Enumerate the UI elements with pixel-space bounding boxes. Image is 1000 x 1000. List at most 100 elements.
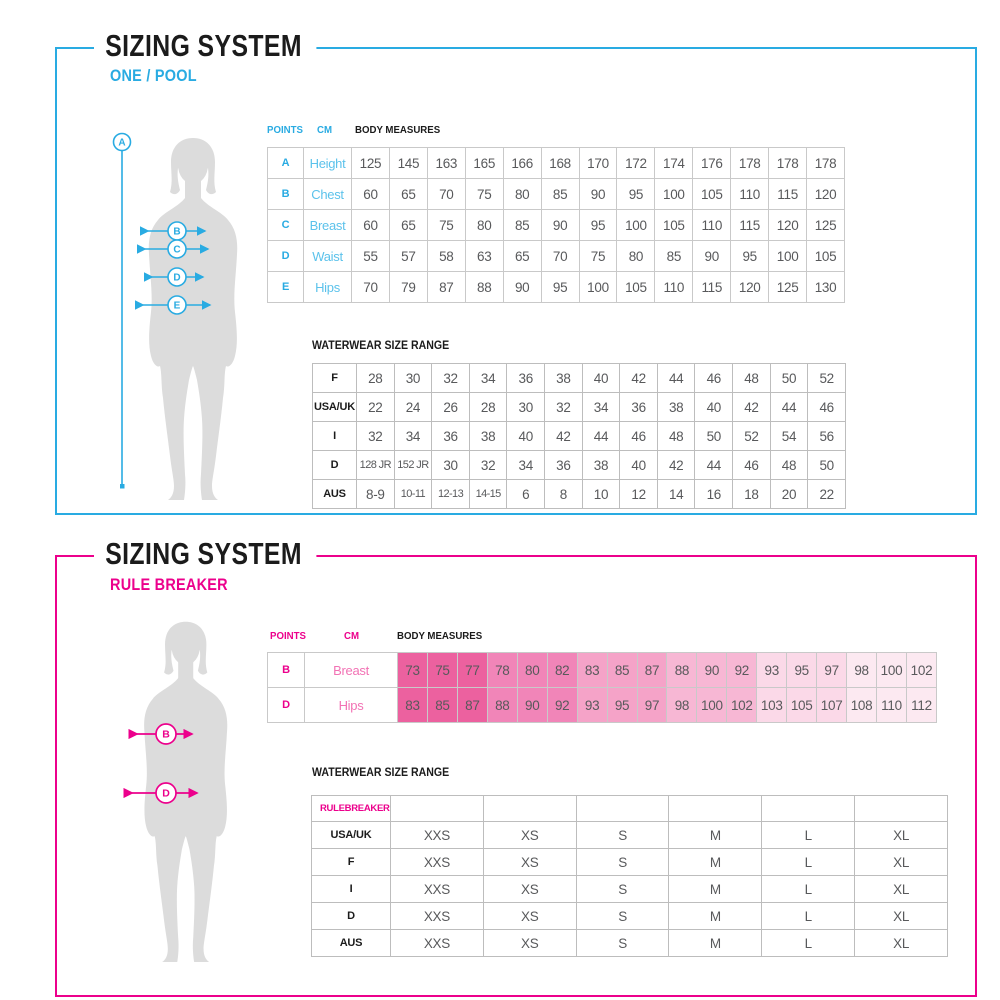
value-cell: 32	[544, 392, 583, 422]
value-cell: 34	[581, 392, 621, 422]
value-cell: XL	[854, 848, 948, 876]
empty-header-cell	[854, 795, 948, 822]
value-cell: S	[575, 875, 670, 903]
section-subtitle-rule-breaker: RULE BREAKER	[110, 575, 228, 594]
value-cell: 70	[351, 271, 390, 303]
value-cell: 10-11	[393, 479, 433, 509]
value-cell: 178	[768, 147, 808, 179]
table-row: D Waist 55 57 58 63 65 70 75 80 85 90 95 100 105	[267, 240, 845, 272]
value-cell: 88	[666, 652, 698, 688]
value-cell: 178	[730, 147, 770, 179]
value-cell: 40	[694, 392, 734, 422]
measure-label-cell: Chest	[303, 178, 352, 210]
value-cell: 40	[581, 363, 621, 393]
value-cell: 88	[464, 271, 504, 303]
empty-header-cell	[575, 795, 670, 822]
value-cell: 145	[388, 147, 428, 179]
value-cell: XXS	[390, 929, 484, 957]
value-cell: 87	[636, 652, 668, 688]
value-cell: 52	[732, 421, 771, 451]
size-system-label-cell: D	[312, 450, 357, 480]
size-system-label-cell: AUS	[311, 929, 391, 957]
value-cell: 75	[464, 178, 504, 210]
table-row: E Hips 70 79 87 88 90 95 100 105 110 115 120 125 130	[267, 271, 845, 303]
point-cell: B	[267, 178, 304, 210]
point-d-label: D	[162, 788, 170, 800]
value-cell: 36	[506, 363, 546, 393]
value-cell: 65	[502, 240, 542, 272]
section-frame-one-pool	[55, 47, 977, 515]
value-cell: 166	[502, 147, 542, 179]
value-cell: 44	[769, 392, 809, 422]
empty-header-cell	[390, 795, 484, 822]
value-cell: 75	[426, 209, 466, 241]
measure-label-cell: Hips	[304, 687, 398, 723]
value-cell: 90	[692, 240, 732, 272]
value-cell: 105	[616, 271, 656, 303]
value-cell: 46	[732, 450, 771, 480]
value-cell: L	[761, 875, 856, 903]
value-cell: 38	[468, 421, 508, 451]
section-title: SIZING SYSTEM	[94, 536, 317, 572]
rulebreaker-header-cell: RULEBREAKER	[311, 795, 391, 822]
value-cell: 6	[506, 479, 546, 509]
value-cell: 12-13	[431, 479, 470, 509]
section-subtitle-one-pool: ONE / POOL	[110, 66, 197, 85]
value-cell: L	[761, 902, 856, 930]
value-cell: 95	[786, 652, 818, 688]
value-cell: 79	[388, 271, 428, 303]
point-cell: A	[267, 147, 304, 179]
value-cell: XXS	[390, 875, 484, 903]
value-cell: 98	[846, 652, 877, 688]
point-b-marker	[155, 723, 177, 745]
value-cell: 95	[730, 240, 770, 272]
body-measures-header: BODY MEASURES	[397, 630, 483, 642]
value-cell: 65	[388, 209, 428, 241]
value-cell: 92	[726, 652, 758, 688]
value-cell: 28	[356, 363, 395, 393]
value-cell: 34	[393, 421, 433, 451]
value-cell: 50	[807, 450, 846, 480]
value-cell: 60	[351, 178, 390, 210]
value-cell: 46	[807, 392, 846, 422]
value-cell: XS	[482, 848, 577, 876]
value-cell: 100	[768, 240, 808, 272]
value-cell: 80	[464, 209, 504, 241]
value-cell: XXS	[390, 848, 484, 876]
size-system-label-cell: AUS	[312, 479, 357, 509]
measure-label-cell: Breast	[303, 209, 352, 241]
waterwear-size-range-title: WATERWEAR SIZE RANGE	[312, 767, 450, 779]
cm-column-header: CM	[317, 124, 333, 136]
point-cell: E	[267, 271, 304, 303]
value-cell: 58	[426, 240, 466, 272]
value-cell: 168	[540, 147, 580, 179]
value-cell: 107	[816, 687, 848, 723]
value-cell: 83	[397, 687, 428, 723]
empty-header-cell	[482, 795, 577, 822]
point-cell: D	[267, 240, 304, 272]
value-cell: 65	[388, 178, 428, 210]
value-cell: 105	[654, 209, 694, 241]
size-system-label-cell: USA/UK	[311, 821, 391, 849]
point-b-label: B	[162, 729, 170, 741]
point-e-marker	[167, 295, 187, 315]
value-cell: M	[668, 902, 763, 930]
value-cell: 48	[732, 363, 771, 393]
table-row: USA/UK XXS XS S M L XL	[311, 821, 948, 849]
value-cell: 100	[616, 209, 656, 241]
value-cell: 174	[654, 147, 694, 179]
value-cell: 120	[730, 271, 770, 303]
value-cell: 110	[692, 209, 732, 241]
table-row: A Height 125 145 163 165 166 168 170 172 174 176 178…	[267, 147, 845, 179]
value-cell: 55	[351, 240, 390, 272]
value-cell: 172	[616, 147, 656, 179]
body-measures-header: BODY MEASURES	[355, 124, 441, 136]
value-cell: 78	[486, 652, 518, 688]
value-cell: 85	[502, 209, 542, 241]
value-cell: 115	[692, 271, 732, 303]
value-cell: 105	[692, 178, 732, 210]
value-cell: 22	[356, 392, 395, 422]
value-cell: 44	[694, 450, 734, 480]
point-cell: D	[267, 687, 305, 723]
